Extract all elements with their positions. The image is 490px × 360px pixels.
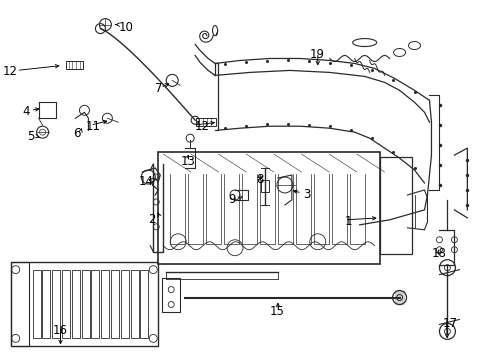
Text: 12: 12 [195, 120, 210, 133]
Bar [92, 270, 99, 338]
Text: 5: 5 [27, 130, 35, 143]
Bar [66, 62, 83, 69]
Text: 10: 10 [119, 21, 133, 33]
Bar [111, 270, 119, 338]
Text: 9: 9 [228, 193, 236, 206]
Bar [72, 270, 80, 338]
Text: 17: 17 [442, 318, 458, 330]
Bar [62, 270, 70, 338]
Text: 3: 3 [303, 188, 310, 201]
Text: 11: 11 [85, 120, 100, 133]
Text: 18: 18 [432, 247, 446, 260]
Bar [141, 270, 148, 338]
Bar [11, 262, 28, 346]
Text: 8: 8 [256, 173, 263, 186]
Text: 16: 16 [52, 324, 68, 337]
Text: 4: 4 [23, 105, 30, 118]
Bar [380, 157, 412, 254]
Bar [162, 278, 180, 312]
Bar [43, 270, 50, 338]
Text: 1: 1 [345, 215, 352, 228]
Text: 13: 13 [180, 155, 195, 168]
Text: 6: 6 [74, 127, 81, 140]
Bar [82, 270, 90, 338]
Bar [196, 118, 216, 126]
Bar [131, 270, 139, 338]
Text: 7: 7 [155, 82, 163, 95]
Bar [121, 270, 129, 338]
Text: 19: 19 [310, 48, 325, 60]
Bar [101, 270, 109, 338]
Text: 14: 14 [138, 175, 153, 188]
Bar [261, 180, 269, 192]
Bar [52, 270, 60, 338]
Bar [33, 270, 41, 338]
Text: 2: 2 [148, 213, 156, 226]
Bar [158, 152, 380, 264]
Text: 12: 12 [2, 66, 18, 78]
Text: 15: 15 [270, 305, 285, 318]
Bar [11, 262, 158, 346]
